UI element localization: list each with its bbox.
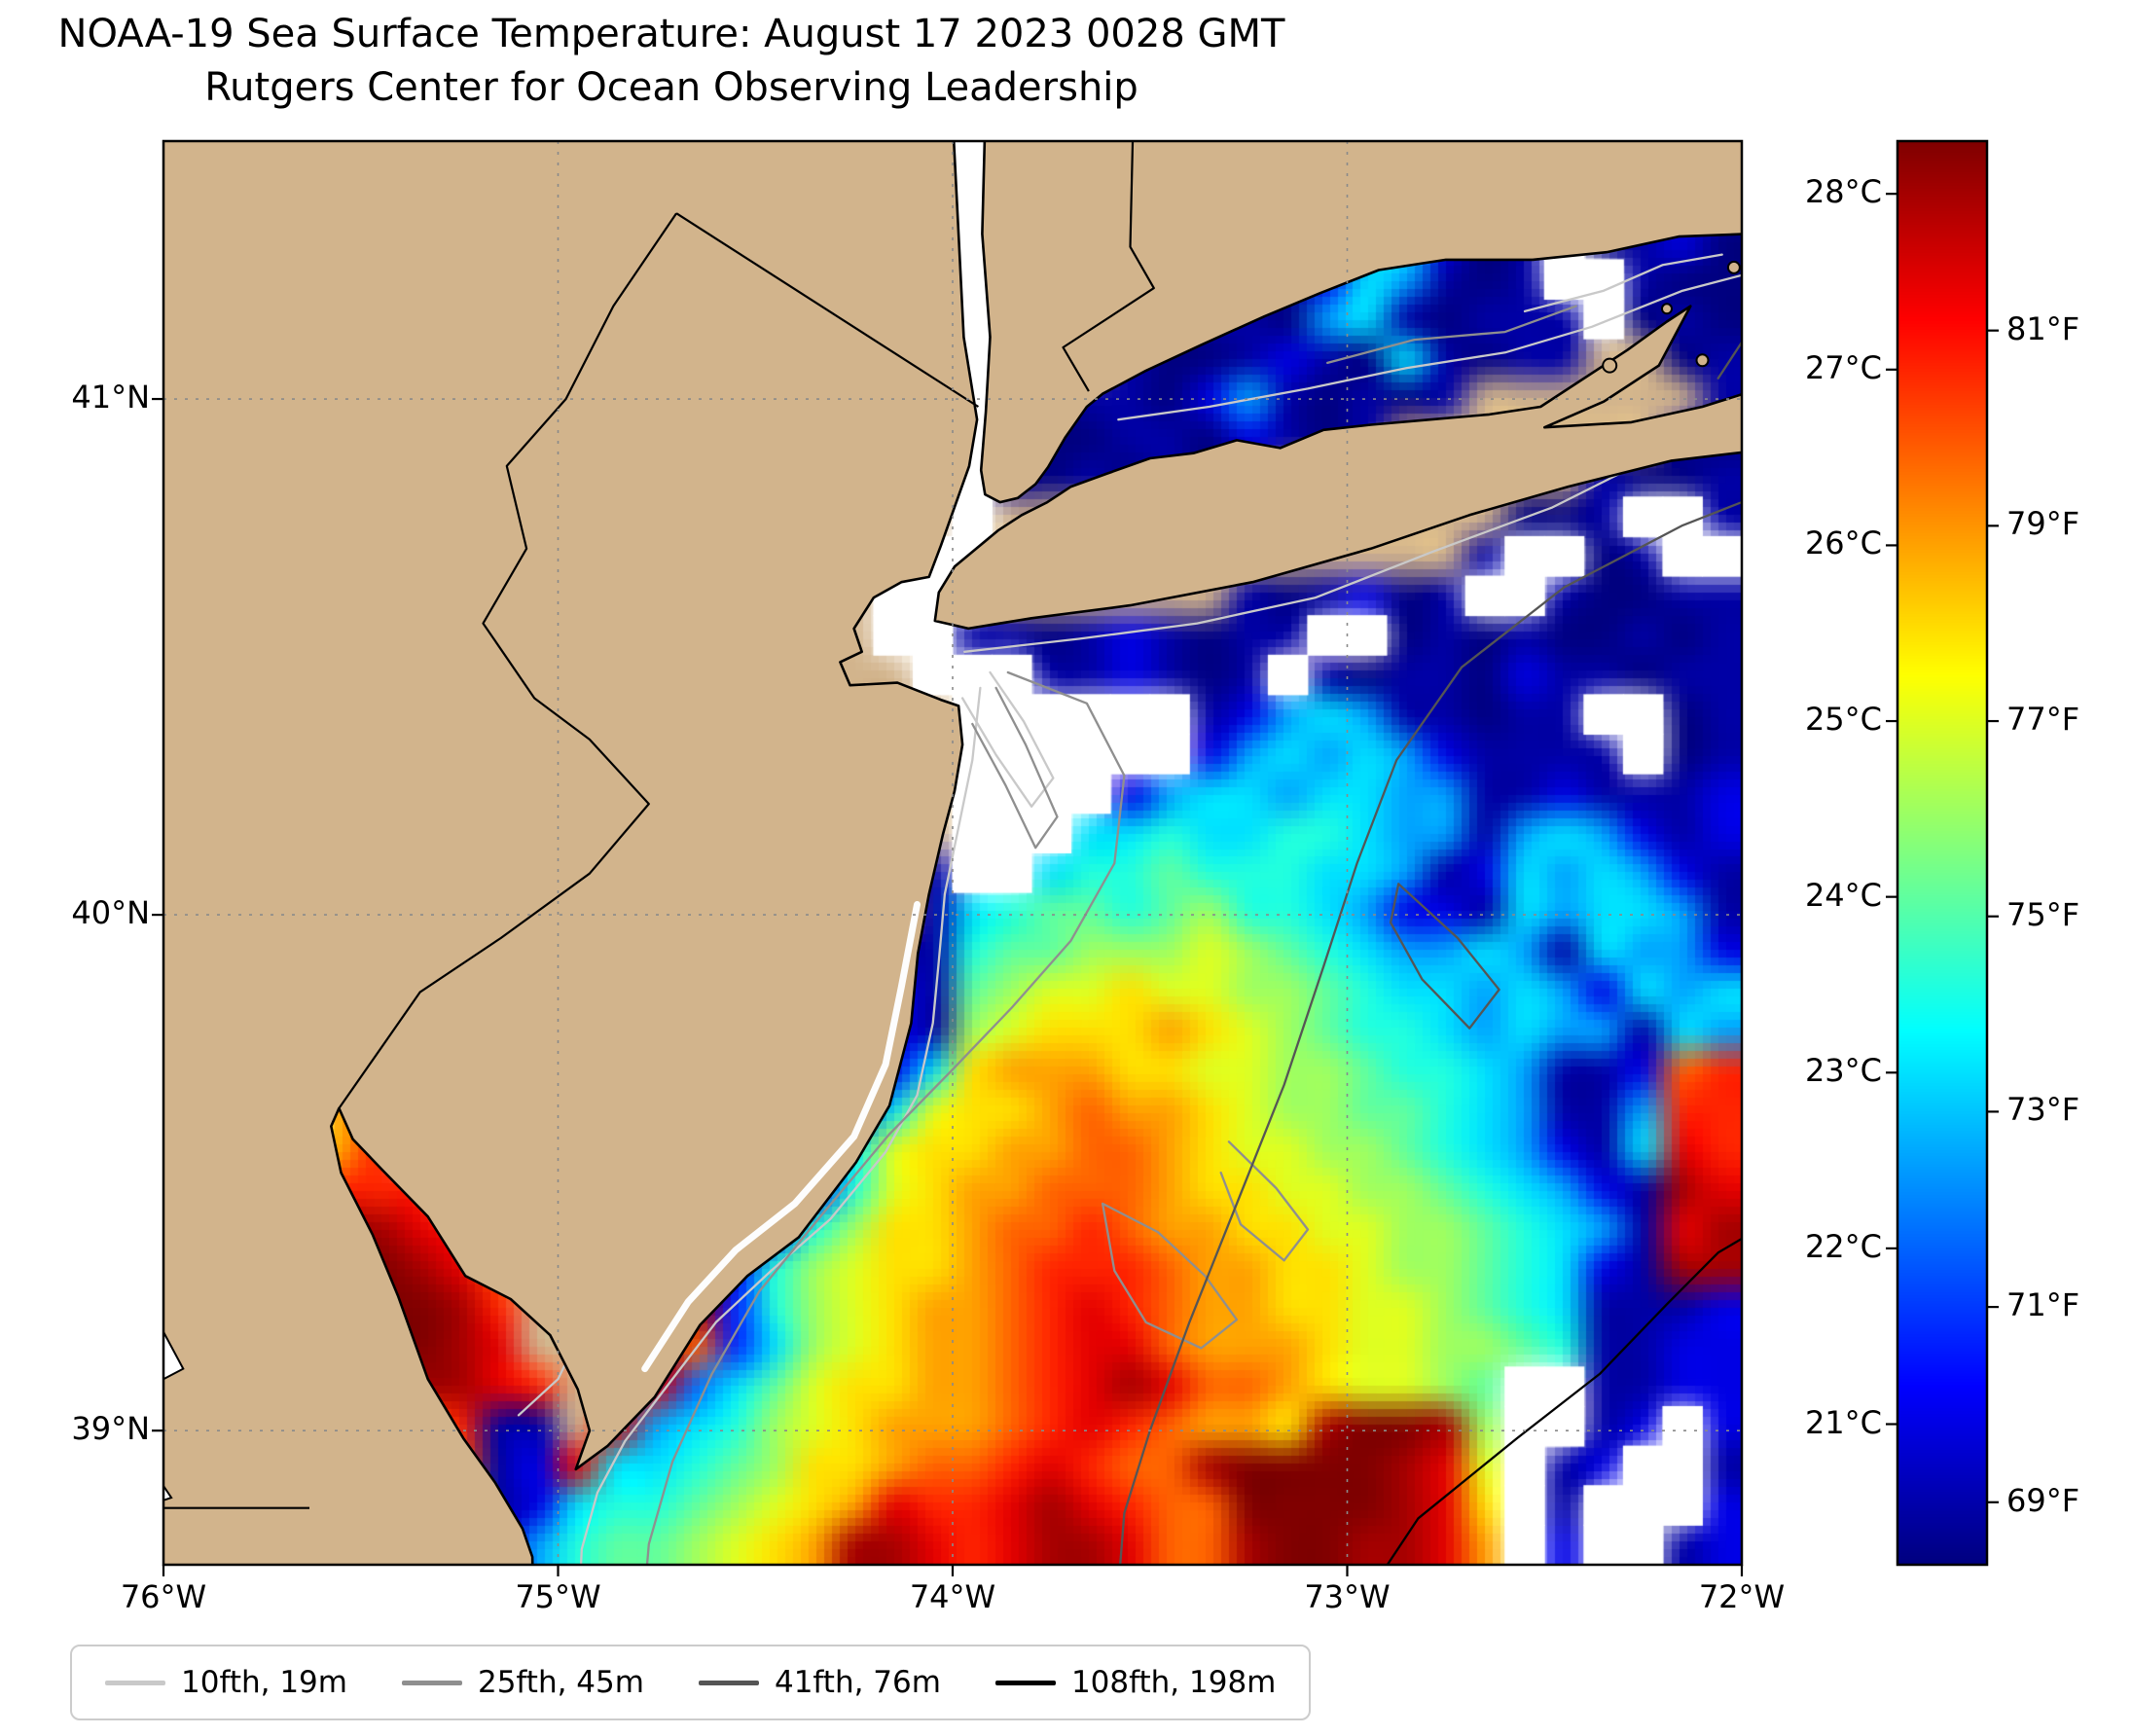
sst-map-canvas	[163, 141, 1742, 1565]
colorbar-fahrenheit-label: 77°F	[2006, 701, 2080, 739]
colorbar-fahrenheit-label: 75°F	[2006, 895, 2080, 933]
colorbar-fahrenheit-label: 71°F	[2006, 1286, 2080, 1324]
legend-item-label: 10fth, 19m	[181, 1665, 347, 1700]
legend-item-label: 108fth, 198m	[1070, 1665, 1277, 1700]
colorbar-gradient	[1897, 141, 1987, 1565]
x-tick-label: 76°W	[120, 1578, 207, 1615]
colorbar-celsius-label: 25°C	[1804, 701, 1882, 739]
colorbar-fahrenheit-label: 79°F	[2006, 505, 2080, 543]
legend-line-swatch	[105, 1680, 165, 1685]
legend-item-isobath-25fth: 25fth, 45m	[401, 1665, 644, 1700]
colorbar-celsius-label: 28°C	[1804, 173, 1882, 211]
legend-line-swatch	[401, 1680, 462, 1685]
legend-item-isobath-41fth: 41fth, 76m	[698, 1665, 941, 1700]
y-tick-label: 41°N	[71, 379, 150, 416]
legend-line-swatch	[698, 1680, 759, 1685]
colorbar-celsius-label: 21°C	[1804, 1403, 1882, 1441]
y-tick-label: 40°N	[71, 894, 150, 932]
legend-item-label: 25fth, 45m	[477, 1665, 644, 1700]
colorbar-fahrenheit-label: 81°F	[2006, 309, 2080, 347]
x-tick-label: 75°W	[515, 1578, 601, 1615]
colorbar-celsius-label: 24°C	[1804, 876, 1882, 914]
colorbar-fahrenheit-label: 69°F	[2006, 1481, 2080, 1519]
colorbar-fahrenheit-label: 73°F	[2006, 1091, 2080, 1129]
colorbar-celsius-label: 26°C	[1804, 524, 1882, 562]
colorbar-celsius-label: 23°C	[1804, 1052, 1882, 1090]
legend-item-label: 41fth, 76m	[774, 1665, 941, 1700]
legend-item-isobath-108fth: 108fth, 198m	[994, 1665, 1277, 1700]
figure-subtitle: Rutgers Center for Ocean Observing Leade…	[204, 65, 1138, 110]
x-tick-label: 72°W	[1698, 1578, 1786, 1615]
y-tick-label: 39°N	[71, 1410, 150, 1448]
figure-title: NOAA-19 Sea Surface Temperature: August …	[57, 12, 1285, 56]
colorbar-celsius-label: 22°C	[1804, 1227, 1882, 1265]
legend-line-swatch	[994, 1680, 1056, 1685]
x-tick-label: 74°W	[909, 1578, 996, 1615]
colorbar-celsius-label: 27°C	[1804, 348, 1882, 386]
isobath-legend: 10fth, 19m 25fth, 45m 41fth, 76m 108fth, 19…	[70, 1645, 1312, 1720]
legend-item-isobath-10fth: 10fth, 19m	[105, 1665, 347, 1700]
x-tick-label: 73°W	[1304, 1578, 1391, 1615]
